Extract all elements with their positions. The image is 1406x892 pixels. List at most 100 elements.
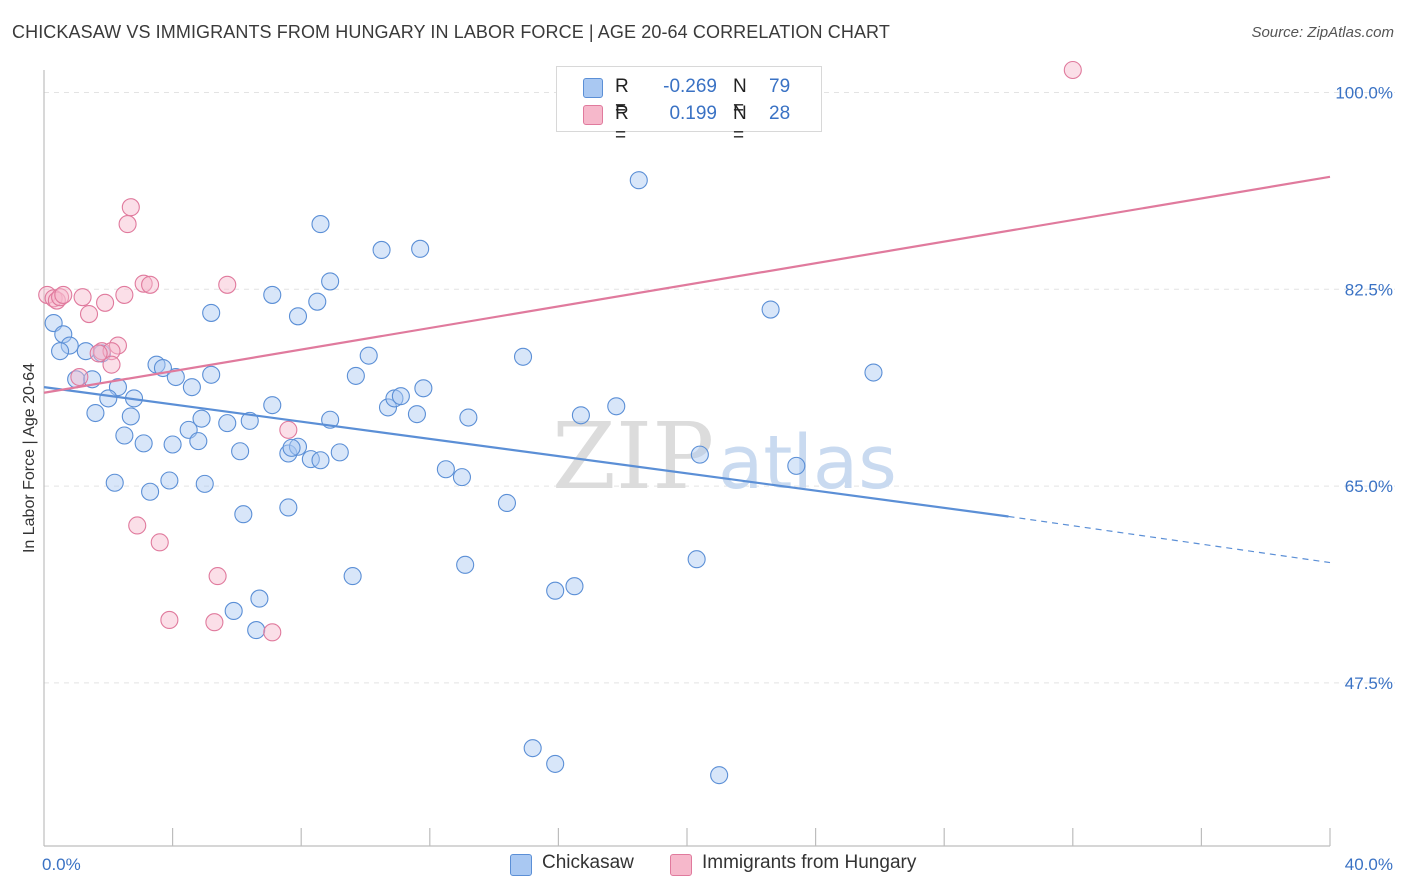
- y-tick-labels: 100.0% 82.5% 65.0% 47.5%: [1335, 83, 1393, 692]
- chickasaw-point: [250, 589, 269, 608]
- x-tick-label: 0.0%: [42, 855, 81, 874]
- chickasaw-point: [308, 292, 327, 311]
- chickasaw-point: [163, 435, 182, 454]
- chickasaw-point: [134, 434, 153, 453]
- y-tick-label: 47.5%: [1345, 674, 1393, 693]
- hungary-point: [54, 285, 73, 304]
- watermark: ZIP atlas: [552, 403, 897, 510]
- chickasaw-point: [288, 437, 308, 456]
- chickasaw-point: [411, 239, 430, 258]
- hungary-point: [150, 533, 169, 552]
- chickasaw-point: [459, 408, 478, 427]
- chickasaw-point: [189, 432, 208, 451]
- chickasaw-point: [60, 336, 79, 355]
- chickasaw-point: [86, 403, 105, 423]
- chickasaw-point: [710, 766, 729, 785]
- data-points: [38, 60, 1082, 785]
- chickasaw-point: [234, 505, 253, 524]
- chickasaw-point: [346, 366, 365, 385]
- chickasaw-point: [99, 389, 118, 408]
- hungary-point: [205, 613, 224, 632]
- chickasaw-point: [407, 405, 426, 424]
- chickasaw-point: [224, 601, 243, 621]
- n-label: N =: [733, 103, 747, 146]
- chickasaw-point: [436, 460, 455, 479]
- chickasaw-point: [378, 398, 398, 417]
- chickasaw-point: [105, 473, 124, 492]
- chickasaw-point: [546, 754, 565, 773]
- chickasaw-point: [513, 347, 533, 366]
- chickasaw-point: [141, 482, 160, 501]
- chickasaw-point: [690, 445, 709, 464]
- chickasaw-point: [343, 567, 362, 586]
- hungary-point: [102, 355, 121, 374]
- legend-swatch-hungary: [583, 105, 603, 125]
- hungary-point: [44, 289, 63, 308]
- chickasaw-point: [359, 346, 378, 365]
- r-label: R =: [615, 103, 629, 146]
- n-value: 79: [769, 76, 791, 97]
- chickasaw-point: [202, 303, 221, 322]
- chickasaw-point: [231, 442, 250, 461]
- chickasaw-point: [279, 444, 298, 463]
- y-tick-label: 100.0%: [1335, 83, 1393, 102]
- chickasaw-point: [182, 378, 201, 397]
- hungary-point: [51, 288, 70, 307]
- chickasaw-point: [546, 581, 565, 600]
- chickasaw-point: [629, 171, 648, 190]
- hungary-point: [160, 610, 179, 629]
- chickasaw-point: [787, 456, 806, 475]
- correlation-legend: R = -0.269 N = 79 R = 0.199 N = 28: [556, 66, 822, 146]
- x-tick-label: 40.0%: [1345, 855, 1393, 874]
- chickasaw-point: [761, 300, 780, 319]
- chickasaw-point: [263, 396, 282, 415]
- watermark-atlas: atlas: [718, 420, 897, 506]
- chart-title: CHICKASAW VS IMMIGRANTS FROM HUNGARY IN …: [12, 22, 890, 42]
- y-tick-label: 65.0%: [1345, 477, 1393, 496]
- trend-lines: [43, 175, 1331, 564]
- hungary-point: [96, 293, 115, 312]
- chickasaw-point: [311, 451, 330, 470]
- hungary-point: [118, 215, 137, 234]
- legend-label-hungary: Immigrants from Hungary: [702, 852, 917, 873]
- chickasaw-point: [115, 426, 134, 445]
- hungary-point: [73, 288, 92, 307]
- legend-swatch-chickasaw: [583, 78, 603, 98]
- chickasaw-trend-extension: [1008, 515, 1331, 564]
- hungary-point: [141, 275, 160, 294]
- chickasaw-point: [565, 577, 584, 596]
- n-label: N =: [733, 76, 747, 119]
- hungary-point: [115, 285, 134, 304]
- y-tick-label: 82.5%: [1345, 280, 1393, 299]
- chickasaw-point: [160, 471, 179, 490]
- legend-swatch-hungary: [670, 854, 692, 876]
- chickasaw-trend-line: [43, 386, 1009, 518]
- hungary-point: [128, 516, 147, 535]
- legend-swatch-chickasaw: [510, 854, 532, 876]
- chickasaw-point: [301, 450, 320, 469]
- chickasaw-point: [311, 215, 330, 234]
- chickasaw-point: [192, 409, 211, 428]
- legend-label-chickasaw: Chickasaw: [542, 852, 634, 873]
- chickasaw-point: [218, 414, 237, 433]
- r-label: R =: [615, 76, 629, 119]
- y-axis-label: In Labor Force | Age 20-64: [21, 363, 38, 553]
- x-ticks: 0.0% 40.0%: [42, 828, 1393, 874]
- chickasaw-point: [279, 498, 298, 517]
- r-value: -0.269: [663, 76, 717, 97]
- hungary-point: [218, 275, 237, 294]
- chickasaw-point: [687, 550, 706, 569]
- chickasaw-point: [282, 438, 301, 457]
- chickasaw-point: [195, 474, 214, 493]
- hungary-point: [134, 274, 153, 293]
- hungary-point: [263, 623, 282, 642]
- chickasaw-point: [263, 285, 282, 304]
- hungary-point: [92, 342, 111, 361]
- n-value: 28: [769, 103, 791, 124]
- chickasaw-point: [607, 397, 626, 416]
- chickasaw-point: [391, 387, 410, 406]
- chickasaw-point: [452, 468, 472, 487]
- hungary-point: [79, 304, 99, 324]
- chickasaw-point: [321, 272, 340, 291]
